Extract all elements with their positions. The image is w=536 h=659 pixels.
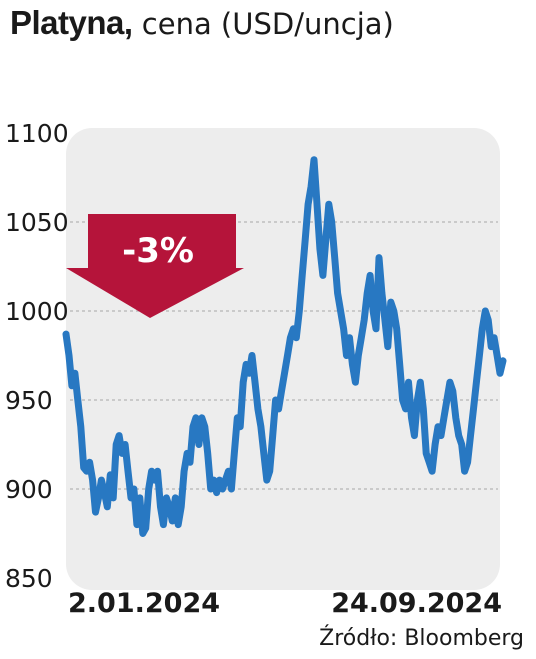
y-tick-1050: 1050	[5, 208, 69, 237]
y-tick-900: 900	[5, 475, 53, 504]
x-tick-start: 2.01.2024	[68, 588, 220, 619]
title-bold: Platyna,	[10, 4, 133, 41]
price-series-line	[62, 156, 507, 537]
y-axis-ticks: 850 900 950 1000 1050 1100	[5, 119, 69, 593]
down-arrow-icon	[66, 214, 244, 318]
source-note: Źródło: Bloomberg	[319, 626, 524, 651]
title-subtitle: cena (USD/uncja)	[132, 7, 394, 41]
y-tick-1100: 1100	[5, 119, 69, 148]
gridlines	[70, 221, 498, 490]
plot-panel	[66, 128, 500, 590]
chart-title: Platyna, cena (USD/uncja)	[10, 4, 394, 42]
x-tick-end: 24.09.2024	[331, 588, 502, 619]
change-annotation: -3%	[122, 231, 194, 271]
x-axis-ticks: 2.01.2024 24.09.2024	[68, 588, 502, 619]
y-tick-950: 950	[5, 386, 53, 415]
y-tick-1000: 1000	[5, 297, 69, 326]
change-arrow: -3%	[66, 214, 244, 318]
y-tick-850: 850	[5, 564, 53, 593]
